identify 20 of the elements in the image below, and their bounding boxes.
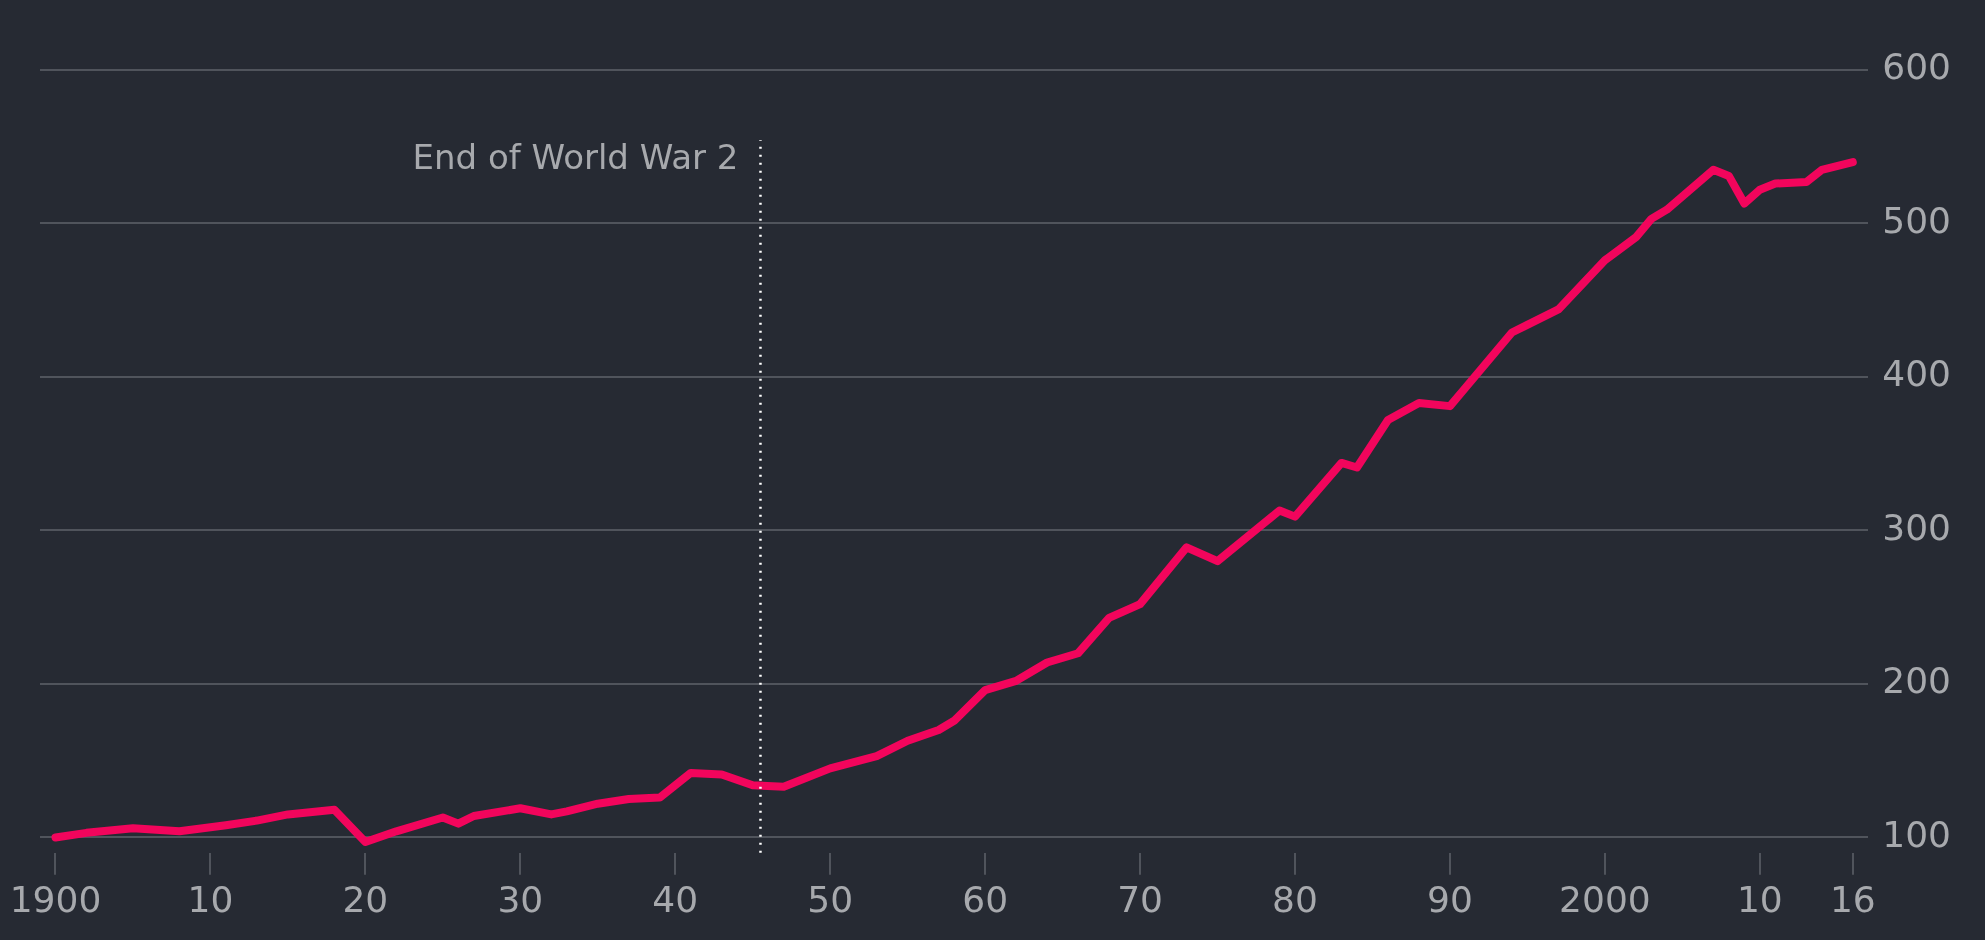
x-tick-label: 10 [1736,878,1783,920]
y-tick-label: 100 [1882,813,1952,855]
x-tick-label: 20 [342,878,389,920]
x-tick-label: 10 [187,878,234,920]
x-tick-label: 60 [962,878,1009,920]
y-tick-label: 500 [1882,199,1952,241]
x-tick-label: 50 [807,878,854,920]
ref-line-label: End of World War 2 [412,136,739,177]
x-tick-label: 1900 [9,878,102,920]
y-tick-label: 300 [1882,506,1952,548]
x-tick-label: 16 [1829,878,1876,920]
x-tick-label: 70 [1117,878,1163,920]
x-tick-label: 30 [497,878,544,920]
y-tick-label: 400 [1882,353,1952,395]
x-tick-label: 40 [652,878,699,920]
x-tick-label: 2000 [1559,878,1651,920]
x-tick-label: 80 [1272,878,1318,920]
x-tick-label: 90 [1427,878,1473,920]
y-tick-label: 600 [1882,46,1952,88]
y-tick-label: 200 [1882,660,1952,702]
